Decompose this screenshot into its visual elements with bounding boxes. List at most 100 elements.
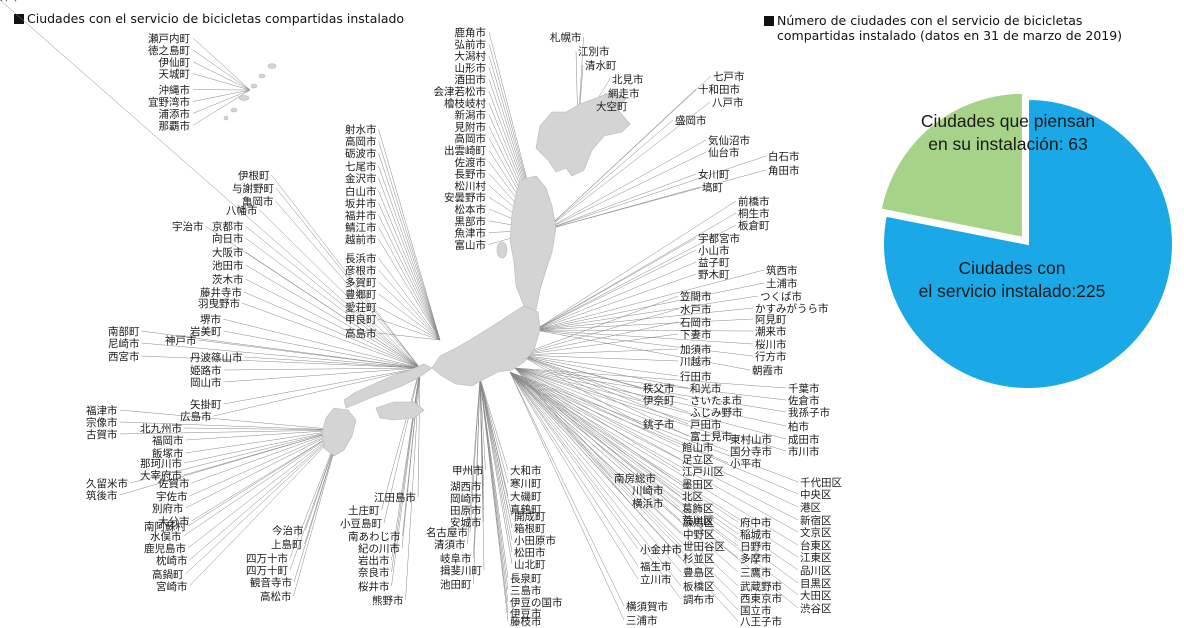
city-label: 目黒区 <box>800 578 832 590</box>
leader-line <box>378 152 441 341</box>
leader-line <box>391 367 421 561</box>
city-label: 長泉町 <box>510 572 542 585</box>
city-label: 彦根市 <box>345 264 377 277</box>
leader-line <box>191 429 341 484</box>
city-label: かすみがうら市 <box>755 302 829 315</box>
city-label: 稲城市 <box>740 528 772 541</box>
city-label: 西東京市 <box>740 592 782 605</box>
title-square-icon <box>14 14 24 24</box>
city-label: 大阪市 <box>212 246 244 259</box>
leader-line <box>534 318 754 331</box>
city-label: 開成町 <box>514 511 546 523</box>
sado-shape <box>496 241 508 259</box>
leader-line <box>467 377 481 545</box>
city-label: 宇佐市 <box>156 490 188 503</box>
city-label: 南あわじ市 <box>348 530 401 543</box>
city-label: 渋谷区 <box>800 602 832 615</box>
city-label: 国分寺市 <box>730 445 772 458</box>
city-label: 藤井寺市 <box>200 286 242 299</box>
city-label: 宮崎市 <box>156 580 188 593</box>
pie-title-line2: compartidas instalado (datos en 31 de ma… <box>777 28 1123 43</box>
leader-line <box>509 371 625 607</box>
leader-line <box>509 371 739 523</box>
leader-line <box>519 348 679 356</box>
leader-line <box>243 291 421 369</box>
leader-line <box>514 367 787 427</box>
leader-line <box>509 371 682 535</box>
city-label: 富山市 <box>455 238 487 251</box>
leader-line <box>191 429 341 522</box>
leader-line <box>479 377 509 622</box>
leader-line <box>519 333 679 356</box>
leader-line <box>223 367 421 405</box>
city-label: 姫路市 <box>190 364 222 377</box>
city-label: 小豆島町 <box>340 517 382 530</box>
city-label: 那覇市 <box>159 119 191 132</box>
city-label: 長浜市 <box>345 252 377 265</box>
city-label: 国立市 <box>740 604 772 617</box>
city-label: 葛飾区 <box>682 502 714 515</box>
leader-line <box>185 429 341 441</box>
city-label: 塙町 <box>702 181 723 194</box>
city-label: 与謝野町 <box>232 182 274 195</box>
leader-line <box>509 371 739 547</box>
leader-line <box>245 225 421 369</box>
city-label: 三鷹市 <box>740 566 772 579</box>
leader-line <box>509 371 639 550</box>
city-label: 岡崎市 <box>450 492 482 505</box>
city-label: 北区 <box>682 491 703 503</box>
city-label: 東村山市 <box>730 433 772 446</box>
leader-line <box>519 295 679 356</box>
city-label: 丹波篠山市 <box>190 351 243 364</box>
city-label: 枕崎市 <box>156 554 188 567</box>
city-label: 岩出市 <box>358 554 390 567</box>
leader-line <box>141 330 421 369</box>
leader-line <box>479 377 513 565</box>
city-label: 筑後市 <box>86 489 118 502</box>
leader-lines <box>0 0 799 622</box>
kyushu-shape <box>321 407 357 457</box>
city-label: 十和田市 <box>698 83 740 96</box>
leader-line <box>519 354 642 389</box>
city-label: 紀の川市 <box>358 542 400 555</box>
leader-line <box>378 226 441 341</box>
city-label: 江田島市 <box>374 491 416 504</box>
city-label: 南房総市 <box>614 472 656 485</box>
city-label: 甲良町 <box>345 313 377 326</box>
city-label: 箱根町 <box>514 522 546 535</box>
leader-line <box>275 200 421 369</box>
city-label: 川崎市 <box>632 484 664 497</box>
leader-line <box>198 339 421 369</box>
leader-line <box>378 190 441 341</box>
city-label: 沖縄市 <box>159 84 191 97</box>
leader-line <box>378 269 441 341</box>
leader-line <box>185 429 341 575</box>
city-label: 伊豆の国市 <box>510 596 563 609</box>
city-label: 世田谷区 <box>683 541 725 553</box>
leader-line <box>514 367 729 452</box>
city-label: 八幡市 <box>226 204 258 217</box>
city-label: 桐生市 <box>738 207 770 220</box>
city-label: 角田市 <box>768 164 800 177</box>
city-label: 大空町 <box>596 100 628 113</box>
city-label: 江東区 <box>800 551 832 564</box>
leader-line <box>293 429 341 583</box>
city-label: 野木町 <box>698 269 730 281</box>
city-label: 豊島区 <box>683 566 715 579</box>
city-label: 札幌市 <box>550 31 582 44</box>
pie-title-line1: Número de ciudades con el servicio de bi… <box>777 13 1083 28</box>
leader-line <box>378 293 441 341</box>
leader-line <box>509 371 739 611</box>
city-label: 大分市 <box>158 515 190 528</box>
city-label: 宜野湾市 <box>148 96 190 109</box>
city-label: 八王子市 <box>740 615 782 628</box>
city-label: 銚子市 <box>643 418 675 431</box>
leader-line <box>544 186 701 231</box>
pie-title: Número de ciudades con el servicio de bi… <box>764 13 1164 43</box>
city-label: 大和市 <box>510 464 542 477</box>
pie-slice-planned <box>879 94 1024 240</box>
leader-line <box>245 278 421 369</box>
leader-line <box>534 261 697 331</box>
city-label: 我孫子市 <box>788 406 830 419</box>
city-label: 大潟村 <box>455 50 487 63</box>
